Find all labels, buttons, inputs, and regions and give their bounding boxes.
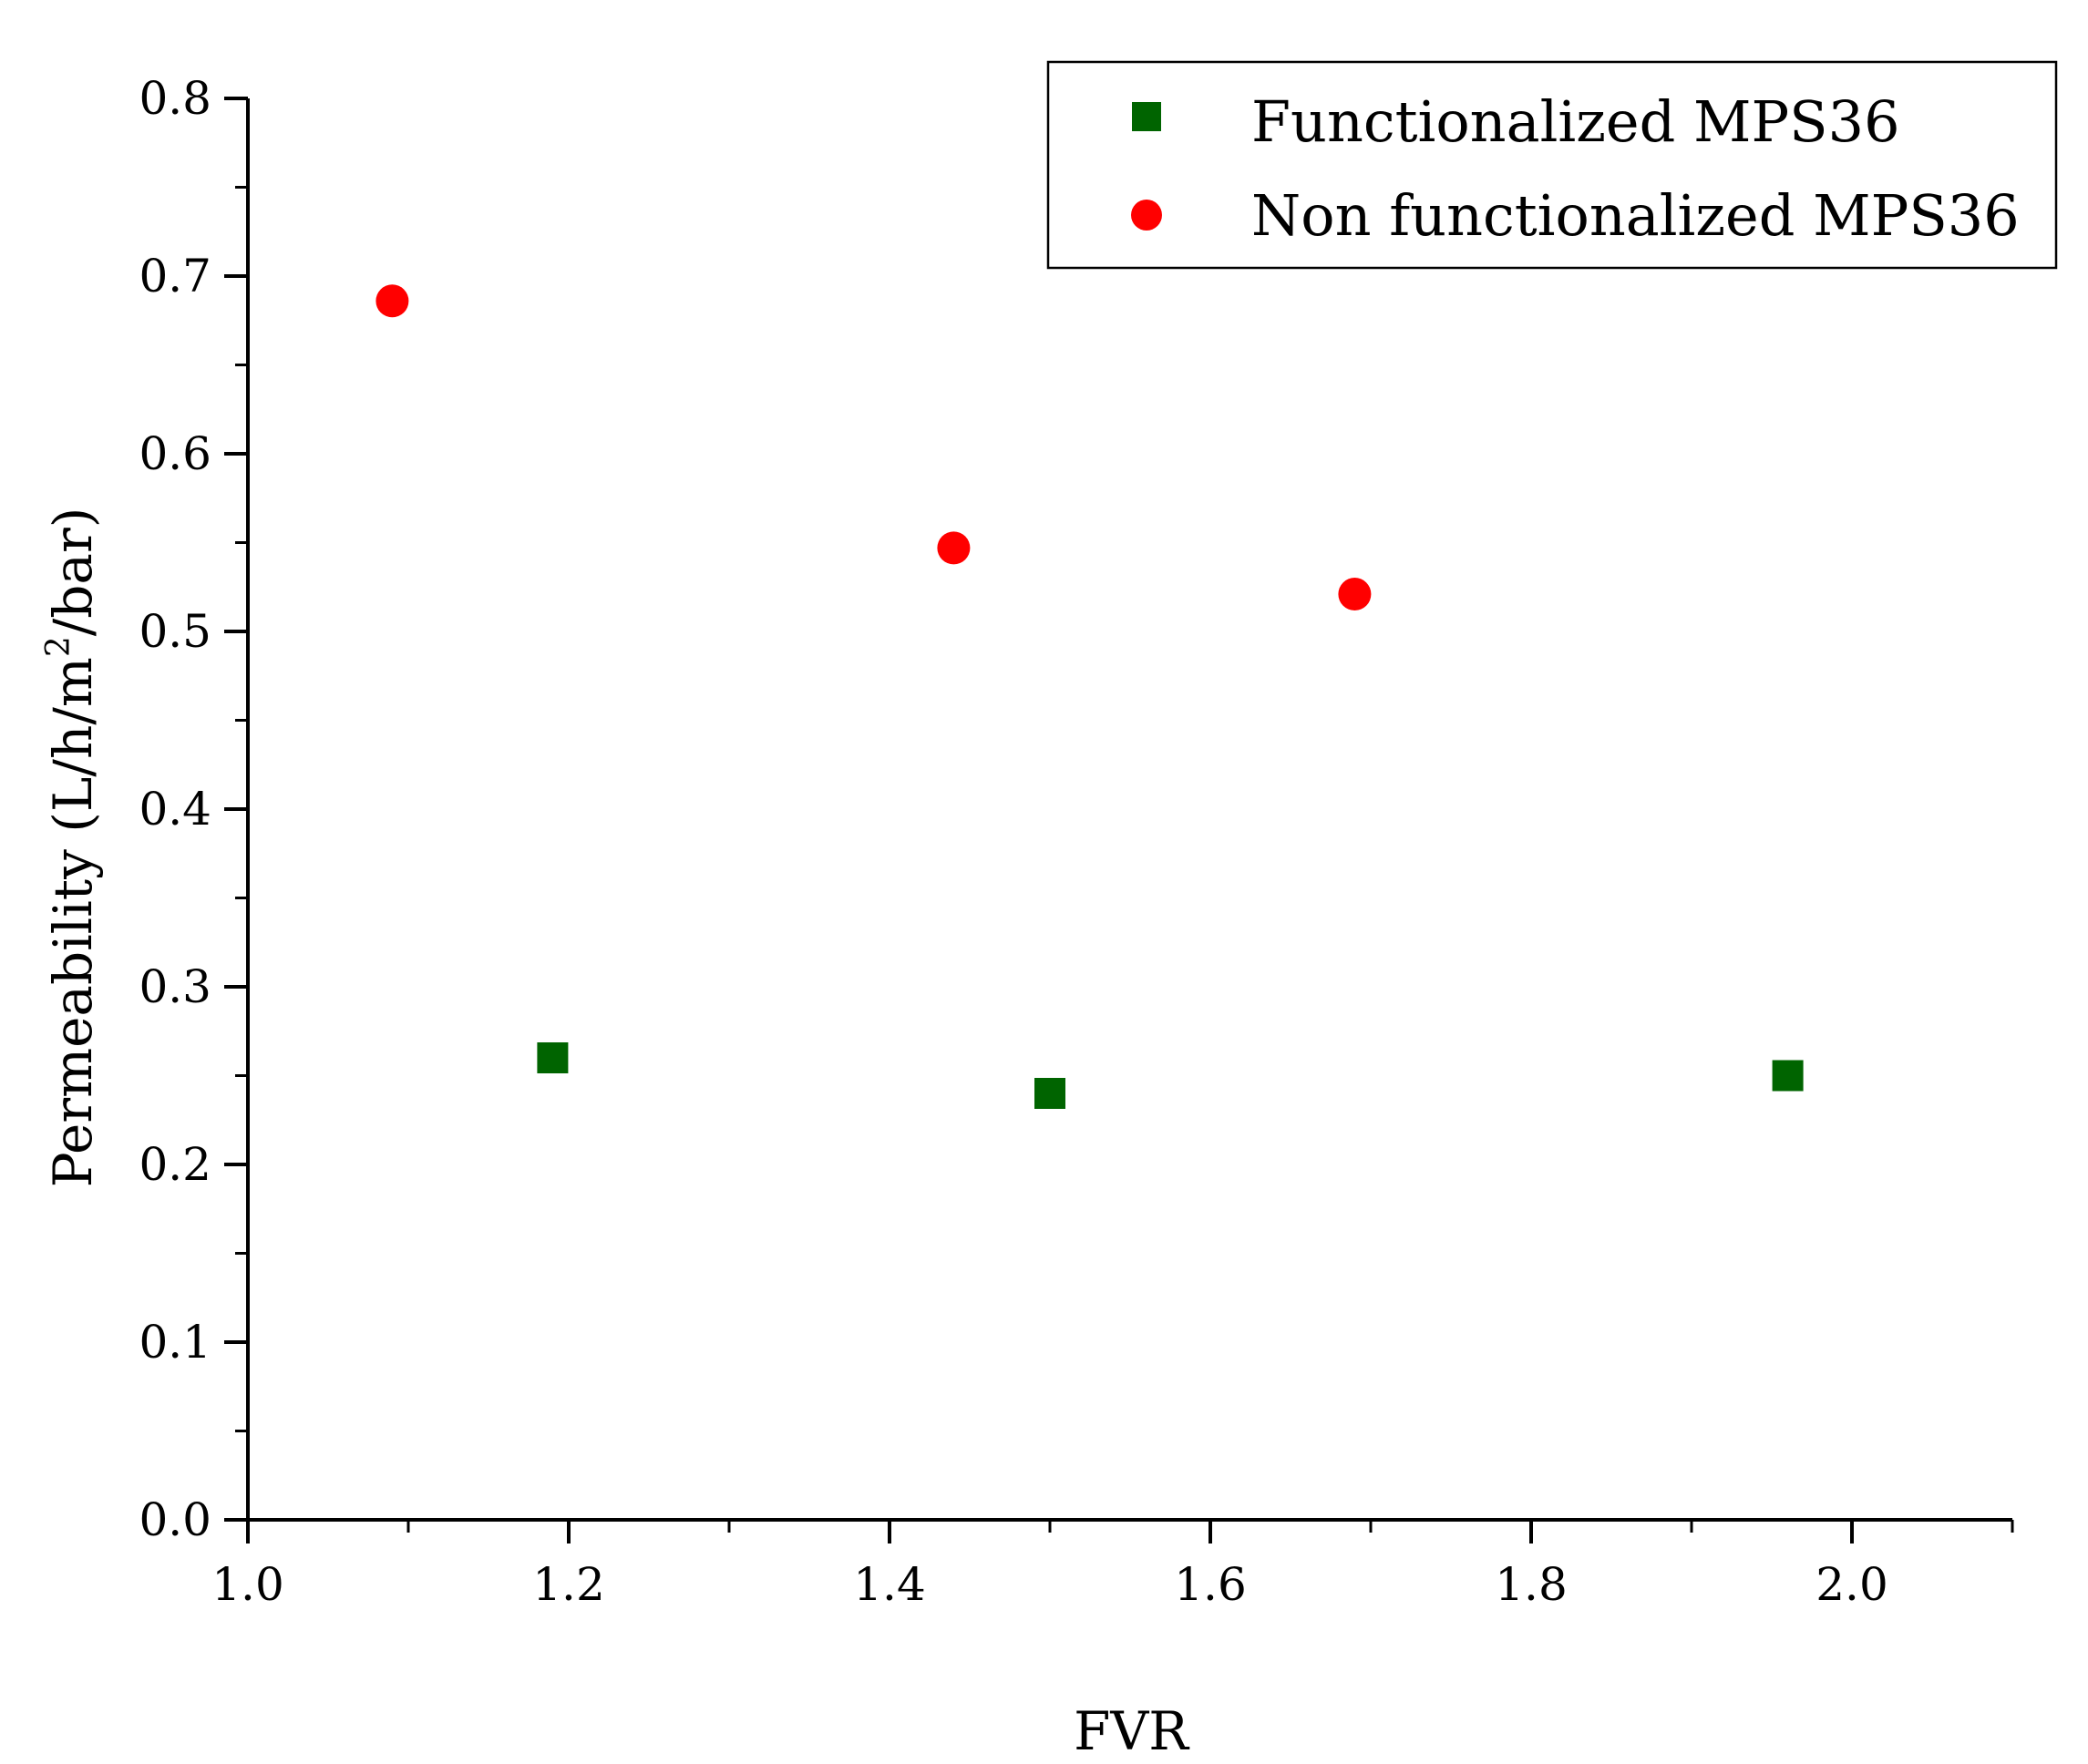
axes [246,98,2012,1522]
legend-label-functionalized: Functionalized MPS36 [1251,88,1900,155]
x-axis-title: FVR [1074,1700,1190,1762]
y-tick-label: 0.2 [139,1138,211,1191]
y-tick-label: 0.1 [139,1316,211,1369]
y-tick-label: 0.4 [139,783,211,836]
x-tick-label: 1.0 [211,1558,284,1611]
x-tick-label: 1.2 [532,1558,605,1611]
data-point-functionalized [537,1042,569,1073]
data-point-non-functionalized [375,284,409,318]
data-point-non-functionalized [1338,578,1372,611]
ticks: 1.0 1.2 1.4 1.6 1.8 2.0 0.0 0.1 0.2 0.3 0.4 0.5 0.6 0… [139,72,2014,1611]
y-tick-label: 0.3 [139,960,211,1013]
y-tick-label: 0.8 [139,72,211,125]
legend-box [1046,60,2058,270]
data-markers [375,284,1804,1109]
y-tick-label: 0.5 [139,605,211,658]
data-point-non-functionalized [937,531,971,565]
legend: Functionalized MPS36 Non functionalized … [1046,60,2058,270]
y-axis-title: Permeability (L/h/m2/bar) [40,508,104,1188]
legend-marker-functionalized [1132,102,1161,131]
y-tick-label: 0.6 [139,427,211,480]
x-tick-label: 1.6 [1174,1558,1247,1611]
x-tick-label: 1.4 [853,1558,926,1611]
y-axis-title-superscript: 2 [40,636,77,657]
y-axis-title-suffix: /bar) [42,508,104,637]
legend-marker-non-functionalized [1131,200,1162,231]
y-tick-label: 0.0 [139,1493,211,1546]
y-axis-title-prefix: Permeability (L/h/m [42,657,104,1187]
x-tick-label: 2.0 [1815,1558,1888,1611]
data-point-functionalized [1034,1078,1065,1109]
legend-label-non-functionalized: Non functionalized MPS36 [1251,182,2020,249]
data-point-functionalized [1772,1060,1804,1092]
y-tick-label: 0.7 [139,250,211,303]
x-tick-label: 1.8 [1495,1558,1568,1611]
